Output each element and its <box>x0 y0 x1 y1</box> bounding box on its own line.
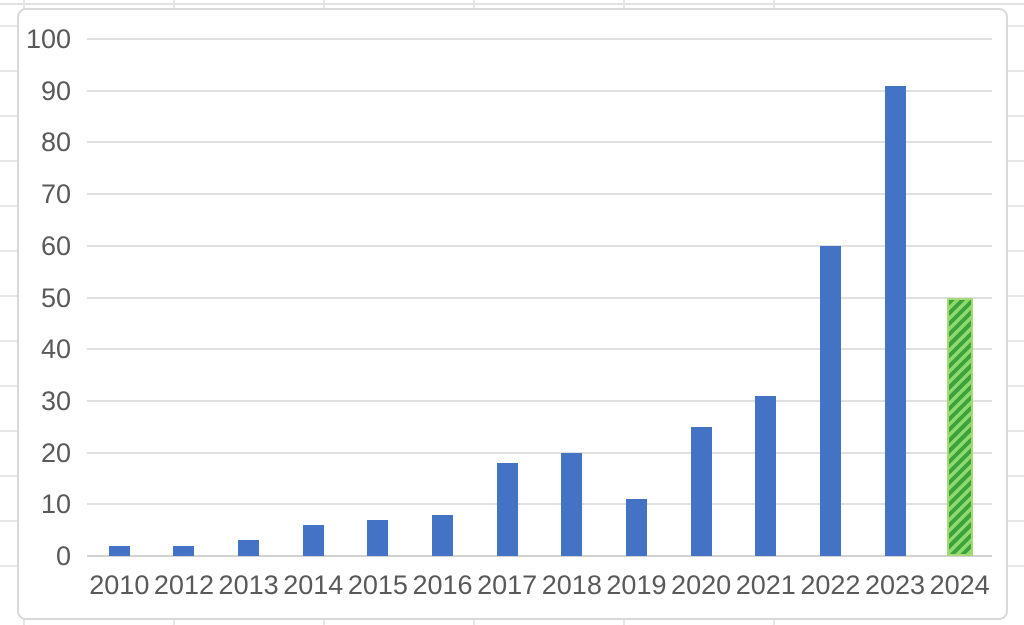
y-gridline <box>87 244 992 247</box>
spreadsheet-row-divider <box>0 3 1024 5</box>
x-axis-tick-label: 2023 <box>864 570 926 600</box>
y-gridline <box>87 399 992 402</box>
x-axis-tick-label: 2020 <box>671 570 732 600</box>
bar-2014[interactable] <box>302 524 324 556</box>
bar-2022[interactable] <box>819 245 841 556</box>
x-axis-tick-label: 2012 <box>153 570 214 600</box>
x-axis-tick-label: 2016 <box>412 570 473 600</box>
y-axis-tick-label: 50 <box>40 282 71 313</box>
bar-2015[interactable] <box>367 519 389 556</box>
bar-chart-plot-area: 0 10 20 30 40 50 60 70 80 90 100 2010 2012 2013 2014 20… <box>19 10 1006 618</box>
bar-2013[interactable] <box>238 540 260 556</box>
y-axis-tick-label: 60 <box>40 230 71 261</box>
y-axis-tick-label: 20 <box>40 437 71 468</box>
y-axis-tick-label: 100 <box>25 24 71 54</box>
y-gridline <box>87 296 992 299</box>
y-gridline <box>87 348 992 351</box>
y-axis-tick-label: 10 <box>40 489 71 520</box>
bar-2010[interactable] <box>108 545 130 556</box>
x-axis-tick-label: 2024 <box>929 570 990 600</box>
x-axis-tick-label: 2021 <box>735 570 796 600</box>
y-gridline <box>87 193 992 196</box>
bar-2017[interactable] <box>496 462 518 556</box>
x-axis-tick-label: 2019 <box>606 570 667 600</box>
x-axis-tick-label: 2013 <box>218 570 279 600</box>
y-axis-tick-label: 70 <box>40 179 71 210</box>
y-gridline <box>87 451 992 454</box>
y-axis-tick-label: 0 <box>55 541 71 571</box>
x-axis-tick-label: 2010 <box>89 570 150 600</box>
x-axis-tick-label: 2015 <box>347 570 408 600</box>
y-gridline <box>87 38 992 40</box>
y-gridline <box>87 89 992 92</box>
bar-2021[interactable] <box>755 395 777 556</box>
bar-highlighted-2024[interactable] <box>946 297 973 556</box>
x-axis-tick-label: 2022 <box>800 570 861 600</box>
bar-2012[interactable] <box>173 545 195 556</box>
x-axis-tick-label: 2018 <box>541 570 602 600</box>
bar-2016[interactable] <box>432 514 454 556</box>
y-axis-tick-label: 80 <box>40 127 71 158</box>
y-gridline <box>87 141 992 144</box>
y-axis-tick-label: 30 <box>40 385 71 416</box>
x-axis-tick-label: 2017 <box>477 570 538 600</box>
y-gridline <box>87 503 992 506</box>
bar-2019[interactable] <box>625 499 647 556</box>
x-axis-tick-label: 2014 <box>283 570 344 600</box>
bar-2023[interactable] <box>884 85 906 556</box>
excel-chart-object[interactable]: 0 10 20 30 40 50 60 70 80 90 100 2010 2012 2013 2014 20… <box>17 8 1008 620</box>
bar-2018[interactable] <box>561 452 583 556</box>
x-axis-line <box>87 555 992 557</box>
y-axis-tick-label: 40 <box>40 334 71 365</box>
y-axis-tick-label: 90 <box>40 75 71 106</box>
bar-2020[interactable] <box>690 426 712 556</box>
